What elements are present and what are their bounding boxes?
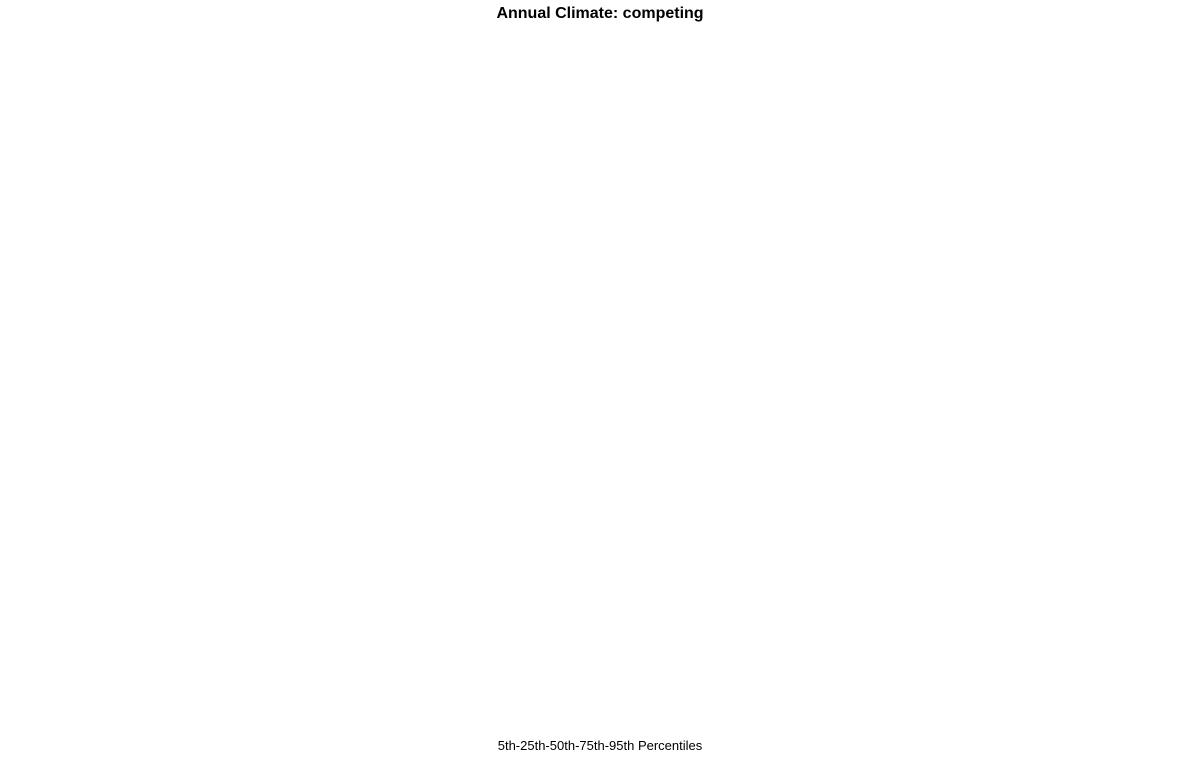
chart-title: Annual Climate: competing <box>496 5 704 22</box>
percentiles-caption: 5th-25th-50th-75th-95th Percentiles <box>497 738 703 753</box>
